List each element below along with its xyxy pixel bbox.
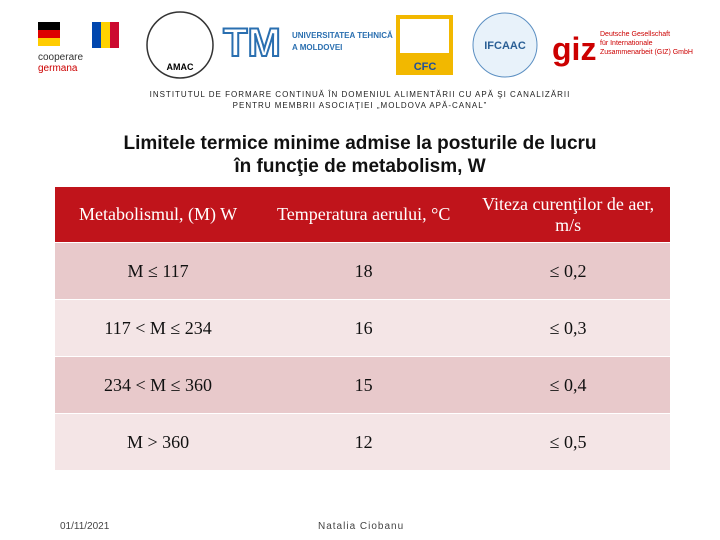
logo-text: CFC [414, 61, 437, 73]
logo-text: IFCAAC [484, 40, 526, 52]
table-row: M ≤ 117 18 ≤ 0,2 [55, 242, 670, 300]
logo-mark: TM [223, 21, 281, 65]
column-header: Metabolismul, (M) W [55, 187, 262, 243]
logo-text: UNIVERSITATEA TEHNICĂ [292, 31, 393, 40]
column-header: Temperatura aerului, °C [261, 187, 467, 243]
logo-mark: giz [552, 31, 596, 67]
table-cell: ≤ 0,2 [466, 242, 670, 300]
header-line: PENTRU MEMBRII ASOCIAŢIEI „MOLDOVA APĂ-C… [232, 101, 488, 110]
footer-author: Natalia Ciobanu [318, 521, 405, 532]
table-row: 117 < M ≤ 234 16 ≤ 0,3 [55, 299, 670, 357]
table-cell: 15 [261, 356, 467, 414]
table-row: 234 < M ≤ 360 15 ≤ 0,4 [55, 356, 670, 414]
logo-text: für Internationale [600, 40, 653, 47]
column-header: Viteza curenţilor de aer, m/s [466, 187, 670, 243]
logo-text: AMAC [167, 62, 194, 72]
table: Metabolismul, (M) W Temperatura aerului, … [55, 187, 670, 470]
table-cell: ≤ 0,5 [466, 413, 670, 470]
table-cell: M ≤ 117 [55, 242, 262, 300]
table-cell: 16 [261, 299, 467, 357]
table-cell: 234 < M ≤ 360 [55, 356, 262, 414]
table-cell: 12 [261, 413, 467, 470]
table-cell: 18 [261, 242, 467, 300]
logo-text: Zusammenarbeit (GIZ) GmbH [600, 49, 693, 56]
table-cell: 117 < M ≤ 234 [55, 299, 262, 357]
table-cell: ≤ 0,4 [466, 356, 670, 414]
logo-text: germana [38, 63, 78, 74]
logo-text: A MOLDOVEI [292, 43, 342, 52]
footer-date: 01/11/2021 [60, 521, 110, 532]
header-line: INSTITUTUL DE FORMARE CONTINUĂ ÎN DOMENI… [149, 90, 571, 99]
slide-title: Limitele termice minime admise la postur… [123, 133, 597, 154]
table-cell: ≤ 0,3 [466, 299, 670, 357]
slide-title: în funcţie de metabolism, W [234, 156, 486, 177]
logo-text: cooperare [38, 52, 83, 63]
table-cell: M > 360 [55, 413, 262, 470]
logo-bar: cooperare germana AMAC TM UNIVERSITATEA … [38, 11, 693, 79]
table-row: M > 360 12 ≤ 0,5 [55, 413, 670, 470]
logo-text: Deutsche Gesellschaft [600, 31, 670, 38]
